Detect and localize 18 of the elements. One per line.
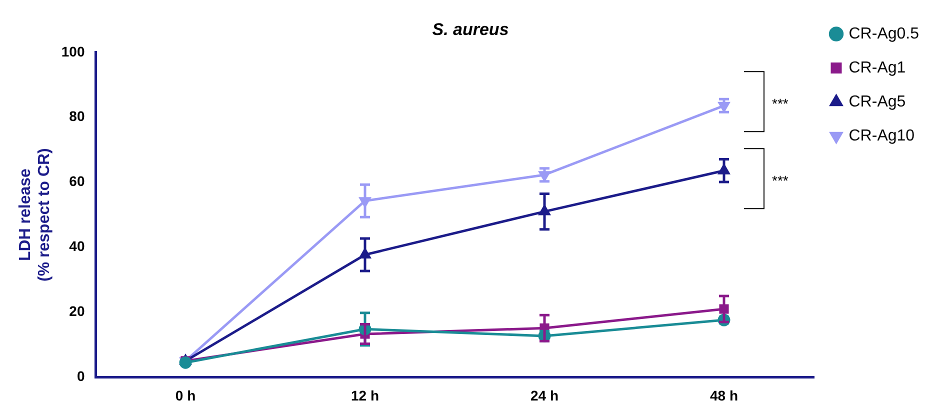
annotation: *** bbox=[772, 96, 789, 112]
y-tick-label: 0 bbox=[76, 368, 85, 384]
y-tick-label: 100 bbox=[61, 43, 85, 60]
x-tick-label: 12 h bbox=[350, 387, 380, 404]
x-tick-label: 48 h bbox=[710, 387, 738, 404]
y-tick-label: 20 bbox=[69, 303, 85, 320]
legend-label: CR-Ag0.5 bbox=[848, 25, 920, 42]
legend-label: CR-Ag10 bbox=[848, 127, 915, 144]
y-tick-label: 80 bbox=[69, 108, 85, 124]
y-axis-title: LDH release (% respect to CR) bbox=[17, 148, 54, 282]
legend-label: CR-Ag1 bbox=[848, 59, 906, 76]
chart-title: S. aureus bbox=[432, 20, 509, 39]
x-tick-label: 24 h bbox=[530, 387, 559, 404]
y-tick-label: 60 bbox=[69, 173, 85, 190]
annotation: *** bbox=[772, 172, 789, 188]
y-tick-label: 40 bbox=[69, 238, 85, 254]
legend-label: CR-Ag5 bbox=[848, 93, 906, 110]
x-tick-label: 0 h bbox=[175, 387, 196, 404]
